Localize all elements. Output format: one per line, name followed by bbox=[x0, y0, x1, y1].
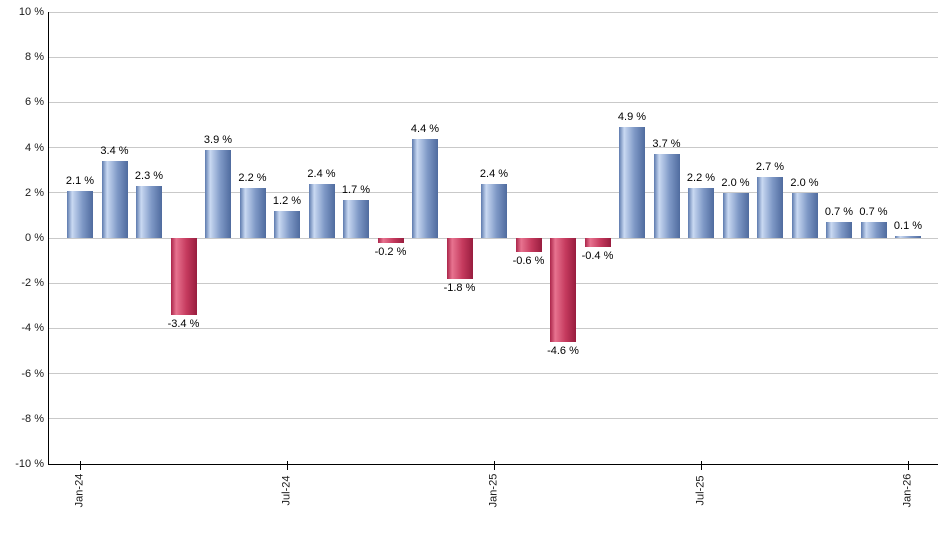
value-label-23: 0.7 % bbox=[859, 206, 888, 219]
bar-24 bbox=[895, 235, 921, 238]
bar-11 bbox=[446, 238, 473, 279]
gridline-6 bbox=[48, 101, 938, 103]
bar-1 bbox=[101, 161, 128, 238]
bar-22 bbox=[826, 222, 852, 238]
bar-13 bbox=[515, 238, 542, 252]
x-tick-label-Jan-25: Jan-25 bbox=[487, 473, 500, 508]
y-tick-label-4%: 4 % bbox=[25, 141, 44, 154]
value-label-4: 3.9 % bbox=[203, 133, 233, 146]
bar-8 bbox=[343, 199, 369, 238]
bar-18 bbox=[688, 188, 714, 238]
value-label-11: -1.8 % bbox=[443, 281, 476, 294]
y-axis-line bbox=[48, 12, 49, 465]
y-tick-label--2%: -2 % bbox=[21, 277, 44, 290]
bar-10 bbox=[412, 138, 438, 238]
bar-2 bbox=[136, 186, 162, 238]
value-label-2: 2.3 % bbox=[134, 170, 164, 183]
value-label-10: 4.4 % bbox=[410, 122, 440, 135]
gridline--6 bbox=[48, 373, 938, 375]
bar-23 bbox=[860, 222, 887, 238]
bar-6 bbox=[274, 210, 300, 238]
x-tick-Jan-25 bbox=[494, 461, 495, 470]
bar-9 bbox=[377, 238, 404, 243]
value-label-1: 3.4 % bbox=[100, 145, 129, 158]
value-label-6: 1.2 % bbox=[272, 194, 302, 207]
value-label-20: 2.7 % bbox=[755, 160, 785, 173]
value-label-14: -4.6 % bbox=[547, 344, 579, 357]
value-label-19: 2.0 % bbox=[721, 176, 750, 189]
bar-17 bbox=[653, 154, 680, 238]
bar-12 bbox=[481, 183, 507, 238]
x-tick-label-Jan-26: Jan-26 bbox=[901, 473, 914, 508]
gridline-0 bbox=[48, 237, 938, 239]
bar-20 bbox=[757, 176, 783, 238]
x-tick-label-Jul-25: Jul-25 bbox=[694, 475, 707, 506]
value-label-7: 2.4 % bbox=[307, 167, 336, 180]
y-tick-label--10%: -10 % bbox=[15, 458, 44, 470]
bar-7 bbox=[308, 183, 335, 238]
x-axis-line bbox=[48, 464, 938, 465]
x-tick-Jan-24 bbox=[80, 461, 81, 470]
x-tick-label-Jan-24: Jan-24 bbox=[73, 473, 86, 508]
value-label-5: 2.2 % bbox=[238, 172, 267, 185]
bar-14 bbox=[550, 238, 576, 342]
value-label-12: 2.4 % bbox=[479, 167, 509, 180]
value-label-9: -0.2 % bbox=[374, 245, 407, 258]
gridline-4 bbox=[48, 147, 938, 149]
value-label-8: 1.7 % bbox=[341, 183, 371, 196]
bar-15 bbox=[584, 238, 611, 248]
bar-19 bbox=[722, 192, 749, 238]
bar-4 bbox=[205, 149, 231, 238]
x-tick-label-Jul-24: Jul-24 bbox=[280, 475, 293, 506]
bar-16 bbox=[619, 127, 645, 238]
y-tick-label-2%: 2 % bbox=[25, 186, 44, 199]
x-tick-Jul-24 bbox=[287, 461, 288, 470]
value-label-18: 2.2 % bbox=[686, 172, 716, 185]
bar-5 bbox=[239, 188, 266, 238]
value-label-3: -3.4 % bbox=[167, 317, 200, 330]
y-tick-label-8%: 8 % bbox=[25, 51, 44, 64]
gridline--4 bbox=[48, 327, 938, 329]
x-tick-Jul-25 bbox=[701, 461, 702, 470]
value-label-17: 3.7 % bbox=[652, 138, 681, 151]
bar-21 bbox=[791, 192, 818, 238]
bar-0 bbox=[67, 190, 93, 238]
gridline--8 bbox=[48, 418, 938, 420]
value-label-13: -0.6 % bbox=[512, 254, 545, 267]
x-tick-Jan-26 bbox=[908, 461, 909, 470]
y-tick-label-6%: 6 % bbox=[25, 96, 44, 109]
gridline--2 bbox=[48, 282, 938, 284]
y-tick-label--4%: -4 % bbox=[21, 322, 44, 335]
value-label-22: 0.7 % bbox=[824, 206, 854, 219]
value-label-16: 4.9 % bbox=[617, 111, 647, 124]
gridline-8 bbox=[48, 56, 938, 58]
y-tick-label--8%: -8 % bbox=[21, 412, 44, 425]
value-label-0: 2.1 % bbox=[65, 174, 95, 187]
y-tick-label-0%: 0 % bbox=[25, 232, 44, 244]
y-tick-label-10%: 10 % bbox=[18, 6, 44, 18]
value-label-21: 2.0 % bbox=[790, 176, 819, 189]
gridline-10 bbox=[48, 11, 938, 13]
value-label-24: 0.1 % bbox=[893, 219, 923, 232]
bar-3 bbox=[170, 238, 197, 315]
value-label-15: -0.4 % bbox=[581, 250, 614, 263]
y-tick-label--6%: -6 % bbox=[21, 367, 44, 380]
